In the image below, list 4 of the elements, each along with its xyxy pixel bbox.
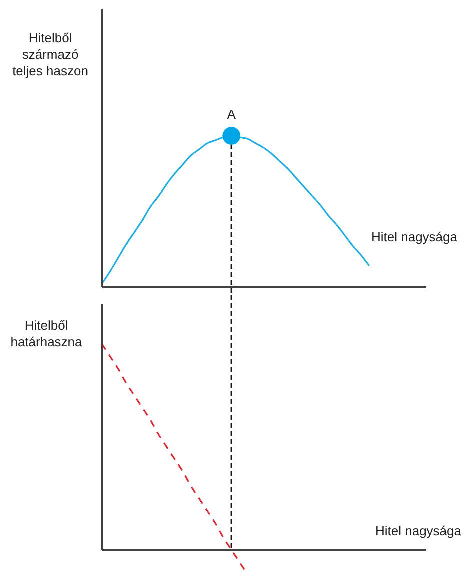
series-label: A <box>227 107 236 122</box>
y-axis-title: Hitelből származó teljes haszon <box>12 30 88 78</box>
y-axis-title: Hitelből határhaszna <box>10 318 84 350</box>
x-axis-title: Hitel nagysága <box>372 230 458 244</box>
